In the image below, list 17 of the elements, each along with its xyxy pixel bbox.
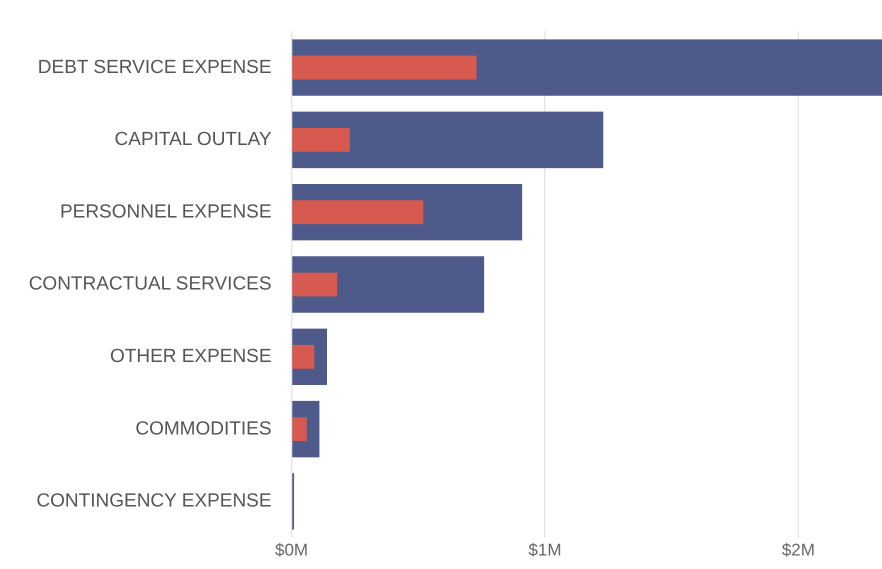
y-tick-label: CONTRACTUAL SERVICES <box>28 274 272 295</box>
y-tick-label: CONTINGENCY EXPENSE <box>36 490 272 512</box>
bar <box>292 112 604 168</box>
x-tick-label: $0M <box>274 540 308 560</box>
y-tick-label: CAPITAL OUTLAY <box>114 129 272 150</box>
y-tick-label: OTHER EXPENSE <box>110 346 272 368</box>
y-tick-label: DEBT SERVICE EXPENSE <box>38 56 272 78</box>
bar <box>292 56 477 80</box>
bar <box>292 272 338 296</box>
bar <box>292 417 307 442</box>
bar <box>292 200 424 224</box>
y-tick-label: COMMODITIES <box>135 418 272 440</box>
y-tick-label: PERSONNEL EXPENSE <box>60 201 272 222</box>
x-tick-label: $2M <box>782 540 815 560</box>
bar <box>292 128 350 152</box>
x-tick-label: $1M <box>528 540 562 560</box>
bar <box>292 344 314 369</box>
